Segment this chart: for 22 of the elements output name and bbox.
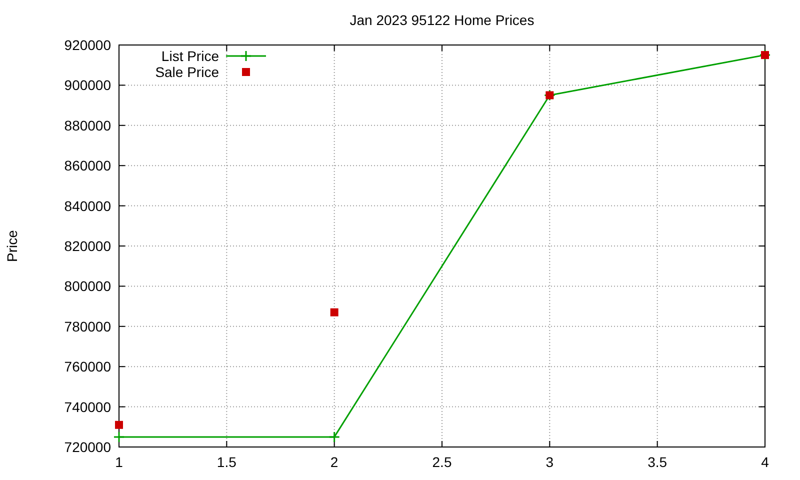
y-tick-label: 860000 <box>64 158 112 174</box>
legend-label: List Price <box>161 48 220 64</box>
x-tick-label: 2 <box>330 454 338 470</box>
y-tick-label: 760000 <box>64 358 112 375</box>
x-tick-label: 1.5 <box>216 454 237 470</box>
y-tick-label: 920000 <box>64 37 112 53</box>
y-tick-label: 780000 <box>64 318 112 334</box>
y-tick-label: 840000 <box>64 198 112 214</box>
y-tick-label: 880000 <box>64 117 112 134</box>
x-tick-label: 3.5 <box>648 454 668 470</box>
y-tick-label: 800000 <box>64 278 112 294</box>
chart-title: Jan 2023 95122 Home Prices <box>350 12 534 28</box>
y-tick-label: 740000 <box>64 398 112 415</box>
x-tick-label: 2.5 <box>432 454 452 470</box>
legend-label: Sale Price <box>155 64 220 80</box>
x-tick-label: 4 <box>761 454 770 470</box>
x-tick-label: 1 <box>115 454 124 470</box>
y-tick-label: 720000 <box>64 439 112 455</box>
x-tick-label: 3 <box>546 454 554 470</box>
y-axis-title: Price <box>4 230 20 262</box>
y-tick-label: 900000 <box>64 77 112 94</box>
y-tick-label: 820000 <box>64 238 112 254</box>
